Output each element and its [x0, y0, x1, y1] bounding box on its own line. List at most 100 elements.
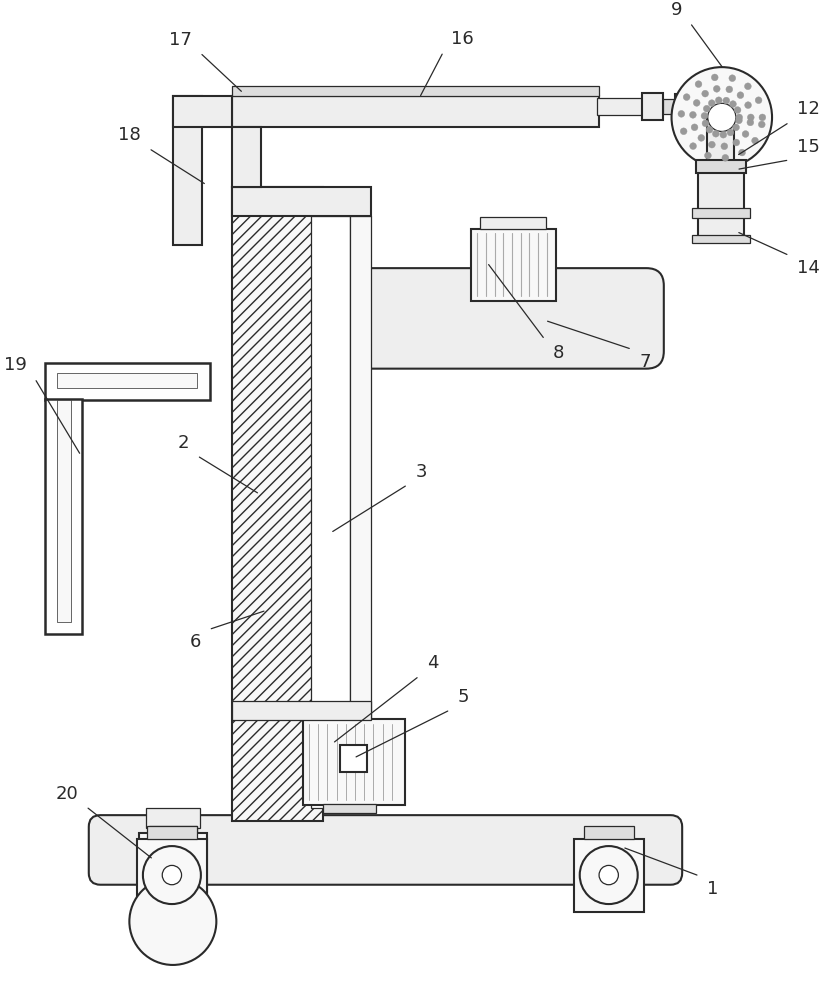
Bar — [146, 808, 200, 828]
Bar — [57, 400, 71, 622]
Circle shape — [727, 129, 734, 136]
Bar — [663, 99, 677, 114]
Text: 19: 19 — [4, 356, 27, 374]
Circle shape — [704, 152, 711, 159]
Circle shape — [729, 75, 735, 82]
Text: 14: 14 — [797, 259, 819, 277]
Circle shape — [720, 131, 726, 138]
Circle shape — [681, 128, 687, 135]
Bar — [232, 96, 599, 127]
Text: 20: 20 — [56, 785, 78, 803]
Circle shape — [715, 97, 722, 104]
Bar — [708, 119, 735, 168]
Circle shape — [683, 94, 690, 100]
Circle shape — [752, 137, 758, 144]
Circle shape — [733, 139, 740, 146]
Bar — [173, 96, 232, 127]
Circle shape — [730, 101, 736, 107]
Circle shape — [143, 846, 201, 904]
Circle shape — [694, 100, 700, 106]
Bar — [232, 187, 323, 821]
FancyBboxPatch shape — [88, 815, 682, 885]
Circle shape — [734, 107, 741, 113]
Circle shape — [747, 119, 753, 126]
Bar — [692, 208, 750, 218]
Bar — [698, 217, 744, 238]
Bar — [45, 363, 210, 400]
Text: 16: 16 — [451, 30, 474, 48]
Circle shape — [723, 97, 730, 104]
Bar — [303, 719, 405, 805]
Circle shape — [708, 100, 715, 107]
Circle shape — [748, 114, 754, 121]
Circle shape — [706, 126, 713, 133]
Bar — [57, 373, 197, 388]
Bar — [695, 160, 746, 173]
Bar — [597, 98, 644, 115]
Text: 4: 4 — [427, 654, 438, 672]
Text: 15: 15 — [797, 138, 819, 156]
Bar — [232, 86, 599, 96]
Circle shape — [690, 111, 696, 118]
Circle shape — [599, 865, 618, 885]
Bar — [147, 826, 197, 839]
Text: 18: 18 — [118, 126, 141, 144]
Bar — [139, 833, 206, 900]
Bar — [698, 172, 744, 214]
Circle shape — [735, 117, 742, 124]
Bar — [137, 839, 206, 912]
Circle shape — [712, 74, 718, 81]
Bar — [350, 216, 371, 808]
Circle shape — [759, 114, 766, 121]
Circle shape — [698, 135, 704, 141]
Circle shape — [722, 154, 729, 161]
Text: 8: 8 — [553, 344, 564, 362]
Circle shape — [129, 878, 216, 965]
Circle shape — [726, 86, 733, 93]
Circle shape — [735, 114, 743, 121]
Circle shape — [713, 130, 719, 137]
Bar — [584, 826, 634, 839]
Bar — [45, 399, 82, 634]
FancyBboxPatch shape — [349, 268, 664, 369]
Bar — [232, 187, 371, 216]
Bar — [480, 217, 546, 229]
Circle shape — [733, 124, 740, 131]
Circle shape — [695, 81, 702, 88]
Circle shape — [701, 112, 708, 119]
Circle shape — [744, 102, 752, 109]
Bar — [232, 701, 371, 720]
Circle shape — [755, 97, 762, 104]
Text: 6: 6 — [189, 633, 201, 651]
Circle shape — [708, 141, 715, 148]
Circle shape — [742, 131, 749, 137]
Bar — [692, 235, 750, 243]
Bar — [676, 94, 697, 119]
Circle shape — [580, 846, 638, 904]
Text: 9: 9 — [671, 1, 682, 19]
Circle shape — [704, 105, 710, 112]
Circle shape — [758, 121, 765, 128]
Circle shape — [739, 149, 745, 156]
Bar — [173, 96, 201, 245]
Text: 12: 12 — [797, 100, 819, 118]
Circle shape — [678, 110, 685, 117]
Circle shape — [691, 124, 698, 131]
Bar — [574, 839, 644, 912]
Text: 5: 5 — [458, 688, 469, 706]
Circle shape — [721, 143, 728, 150]
Bar — [641, 93, 663, 120]
Circle shape — [744, 83, 751, 90]
Bar — [232, 127, 260, 187]
Circle shape — [162, 865, 182, 885]
Text: 2: 2 — [178, 434, 189, 452]
Bar — [323, 804, 376, 813]
Circle shape — [672, 67, 772, 168]
Circle shape — [713, 85, 720, 92]
Bar — [340, 745, 367, 772]
Text: 3: 3 — [415, 463, 427, 481]
Bar — [149, 826, 197, 834]
Text: 17: 17 — [170, 31, 192, 49]
Circle shape — [702, 120, 708, 127]
Circle shape — [737, 92, 744, 99]
